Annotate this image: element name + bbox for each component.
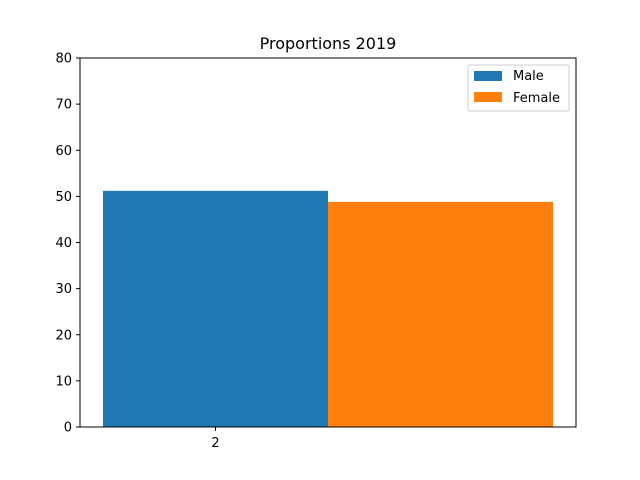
y-tick-label: 0	[64, 421, 72, 436]
legend-label-female: Female	[513, 91, 560, 106]
y-tick-label: 40	[55, 236, 72, 251]
y-tick-label: 80	[55, 52, 72, 67]
y-tick-label: 20	[55, 328, 72, 343]
y-tick-label: 60	[55, 144, 72, 159]
y-tick-label: 30	[55, 282, 72, 297]
x-axis: 2	[211, 427, 220, 451]
y-tick-label: 10	[55, 374, 72, 389]
y-tick-label: 70	[55, 98, 72, 113]
y-tick-label: 50	[55, 190, 72, 205]
legend-label-male: Male	[513, 69, 544, 84]
legend: Male Female	[467, 64, 570, 112]
bars-group	[103, 190, 553, 427]
bar-female	[328, 201, 553, 427]
y-axis: 0 10 20 30 40 50 60 70 80	[55, 52, 80, 436]
x-tick-label: 2	[211, 436, 219, 451]
bar-male	[103, 190, 328, 427]
chart-title: Proportions 2019	[260, 34, 397, 53]
legend-swatch-female	[474, 92, 502, 102]
legend-swatch-male	[474, 71, 502, 81]
